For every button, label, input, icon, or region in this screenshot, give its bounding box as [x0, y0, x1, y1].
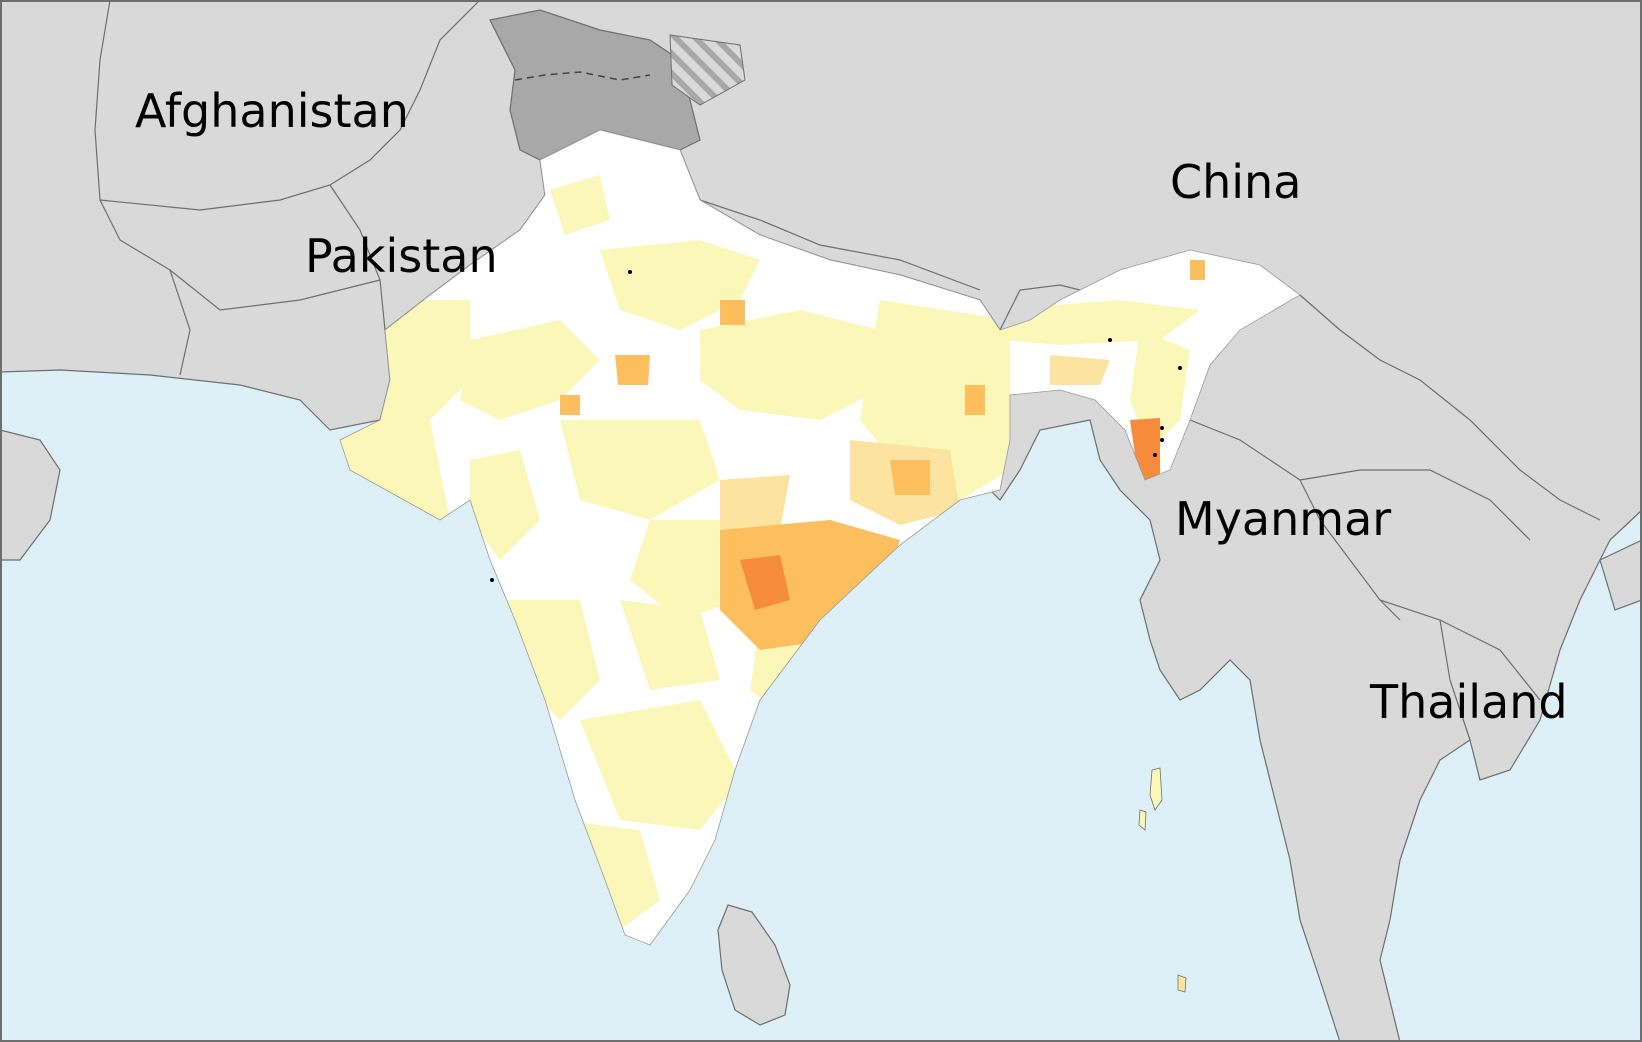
district-shading: [340, 175, 1205, 930]
district-region: [550, 175, 610, 235]
label-myanmar: Myanmar: [1175, 492, 1391, 546]
marker-dot: [628, 270, 632, 274]
label-thailand: Thailand: [1369, 675, 1568, 729]
andaman-islands: [1138, 767, 1187, 993]
district-region: [740, 555, 790, 610]
disputed-aksai-chin: [669, 34, 746, 106]
label-china: China: [1170, 155, 1301, 209]
district-region: [1050, 355, 1110, 385]
neighbor-land-east-coast: [1599, 539, 1642, 611]
district-region: [700, 310, 900, 420]
district-region: [580, 700, 740, 830]
district-region: [890, 460, 930, 495]
label-pakistan: Pakistan: [305, 229, 498, 283]
marker-dot: [1153, 453, 1157, 457]
marker-dot: [490, 578, 494, 582]
marker-dot: [1178, 366, 1182, 370]
district-region: [620, 600, 720, 690]
marker-dot: [1160, 438, 1164, 442]
district-region: [720, 475, 790, 540]
district-region: [560, 395, 580, 415]
india-outline: [339, 129, 1301, 946]
line-of-control: [514, 71, 651, 81]
island: [1149, 767, 1163, 811]
label-afghanistan: Afghanistan: [135, 84, 409, 138]
neighbor-land-west-coast: [0, 429, 61, 561]
district-region: [630, 520, 740, 620]
district-region: [615, 355, 650, 385]
district-region: [560, 420, 720, 520]
district-region: [1190, 260, 1205, 280]
district-region: [470, 450, 540, 560]
marker-dot: [1108, 338, 1112, 342]
district-region: [965, 385, 985, 415]
district-region: [500, 600, 600, 720]
district-region: [720, 300, 745, 325]
marker-dots: [490, 270, 1182, 582]
island: [1138, 809, 1147, 831]
marker-dot: [1160, 426, 1164, 430]
sri-lanka: [717, 904, 791, 1026]
disputed-kashmir: [489, 9, 701, 161]
island: [1177, 974, 1187, 993]
